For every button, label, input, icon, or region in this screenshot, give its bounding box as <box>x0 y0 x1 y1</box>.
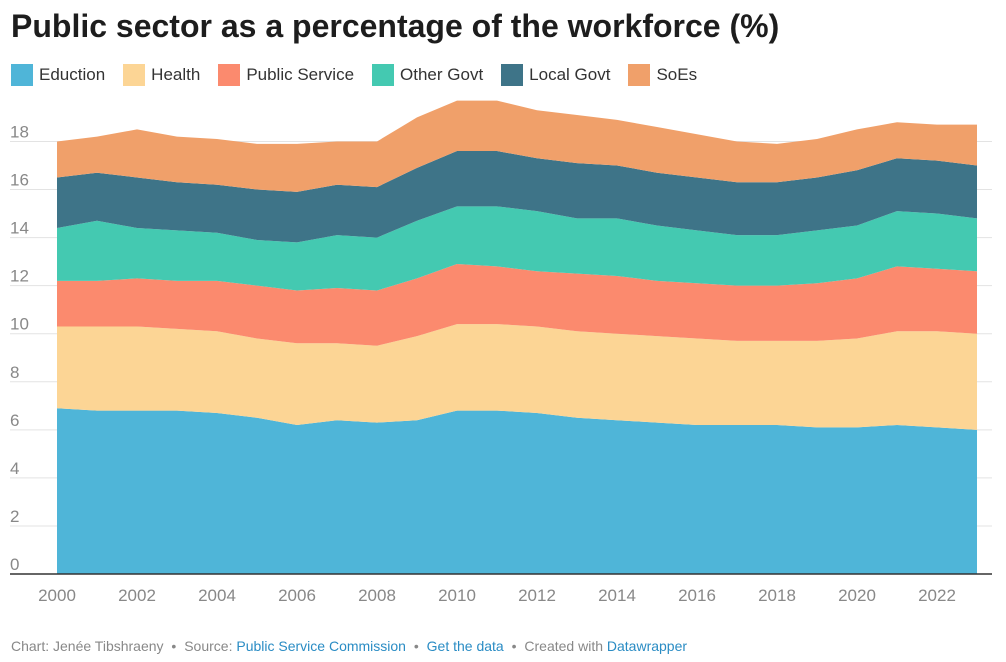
y-tick-label: 4 <box>10 459 19 478</box>
x-tick-label: 2004 <box>198 586 236 605</box>
y-tick-label: 14 <box>10 219 29 238</box>
legend-item: Health <box>123 64 200 86</box>
chart-legend: Eduction Health Public Service Other Govt Lo… <box>11 64 715 86</box>
y-tick-label: 18 <box>10 122 29 141</box>
y-tick-label: 6 <box>10 411 19 430</box>
legend-item: Local Govt <box>501 64 610 86</box>
x-tick-label: 2020 <box>838 586 876 605</box>
area-series-4 <box>57 206 977 291</box>
x-tick-label: 2006 <box>278 586 316 605</box>
area-series-3 <box>57 264 977 346</box>
x-tick-label: 2022 <box>918 586 956 605</box>
legend-item: Public Service <box>218 64 354 86</box>
y-tick-label: 0 <box>10 555 19 574</box>
legend-label: Local Govt <box>529 65 611 84</box>
legend-swatch <box>501 64 524 86</box>
legend-label: Eduction <box>39 65 106 84</box>
y-tick-label: 8 <box>10 363 19 382</box>
y-tick-label: 12 <box>10 267 29 286</box>
chart-footer: Chart: Jenée Tibshraeny • Source: Public… <box>11 638 687 654</box>
y-tick-label: 16 <box>10 171 29 190</box>
x-tick-label: 2000 <box>38 586 76 605</box>
area-series-5 <box>57 151 977 243</box>
footer-author: Chart: Jenée Tibshraeny <box>11 638 164 654</box>
legend-label: SoEs <box>656 65 698 84</box>
area-series-2 <box>57 324 977 430</box>
footer-separator: • <box>171 638 177 654</box>
legend-label: Other Govt <box>400 65 484 84</box>
legend-swatch <box>372 64 395 86</box>
x-tick-label: 2016 <box>678 586 716 605</box>
x-tick-label: 2008 <box>358 586 396 605</box>
legend-swatch <box>11 64 33 86</box>
footer-data-link[interactable]: Get the data <box>426 638 504 654</box>
y-tick-label: 2 <box>10 507 19 526</box>
legend-item: SoEs <box>628 64 697 86</box>
legend-item: Other Govt <box>372 64 483 86</box>
chart-title: Public sector as a percentage of the wor… <box>11 8 780 44</box>
legend-swatch <box>123 64 146 86</box>
y-tick-label: 10 <box>10 315 29 334</box>
x-tick-label: 2012 <box>518 586 556 605</box>
x-tick-label: 2002 <box>118 586 156 605</box>
area-series-1 <box>57 408 977 574</box>
footer-separator: • <box>511 638 517 654</box>
footer-source-link[interactable]: Public Service Commission <box>236 638 406 654</box>
area-series-6 <box>57 100 977 192</box>
legend-item: Eduction <box>11 64 105 86</box>
footer-separator: • <box>413 638 419 654</box>
legend-swatch <box>218 64 241 86</box>
footer-created-label: Created with <box>524 638 603 654</box>
legend-label: Health <box>151 65 201 84</box>
footer-source-label: Source: <box>184 638 233 654</box>
x-tick-label: 2014 <box>598 586 636 605</box>
legend-label: Public Service <box>246 65 355 84</box>
x-tick-label: 2010 <box>438 586 476 605</box>
footer-datawrapper-link[interactable]: Datawrapper <box>606 638 688 654</box>
x-tick-label: 2018 <box>758 586 796 605</box>
legend-swatch <box>628 64 651 86</box>
